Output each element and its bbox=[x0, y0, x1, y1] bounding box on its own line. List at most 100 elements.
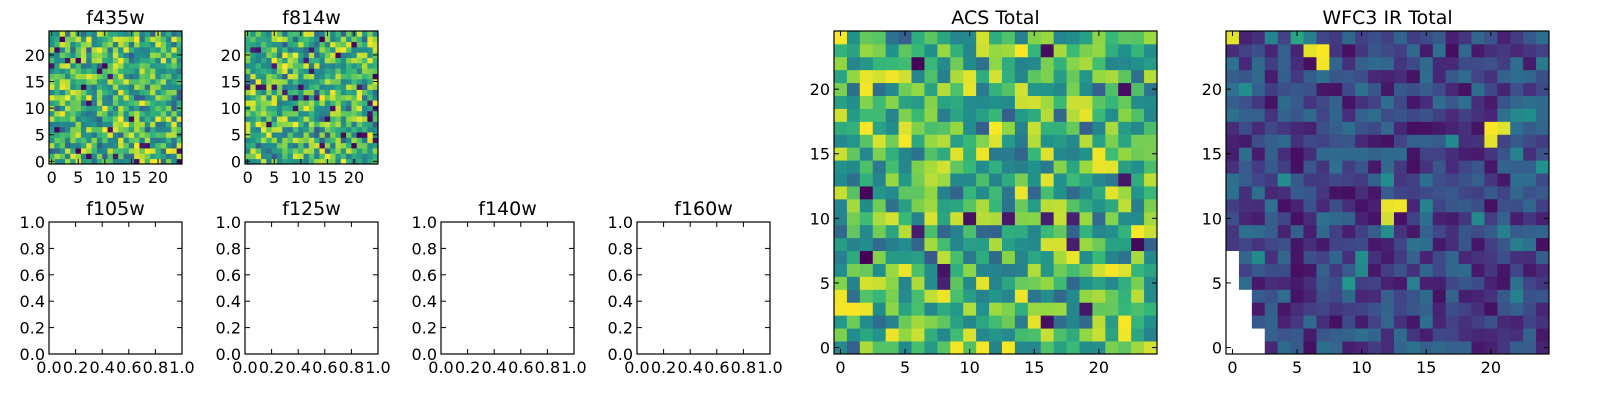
heatmap-cell bbox=[924, 173, 938, 187]
heatmap-cell bbox=[271, 41, 278, 48]
heatmap-cell bbox=[1368, 186, 1382, 200]
heatmap-cell bbox=[1368, 250, 1382, 264]
heatmap-cell bbox=[134, 31, 140, 37]
heatmap-cell bbox=[1014, 302, 1029, 316]
heatmap-cell bbox=[1510, 160, 1524, 174]
heatmap-cell bbox=[139, 36, 146, 43]
heatmap-cell bbox=[1381, 237, 1395, 252]
heatmap-cell bbox=[276, 89, 283, 96]
heatmap-cell bbox=[123, 121, 130, 128]
heatmap-cell bbox=[54, 110, 61, 117]
heatmap-cell bbox=[86, 62, 92, 69]
heatmap-cell bbox=[1393, 43, 1408, 58]
heatmap-cell bbox=[1406, 147, 1421, 161]
heatmap-cell bbox=[989, 315, 1003, 329]
heatmap-cell bbox=[1368, 43, 1382, 58]
heatmap-cell bbox=[91, 52, 98, 58]
heatmap-cell bbox=[1484, 289, 1498, 303]
heatmap-cell bbox=[308, 62, 315, 69]
heatmap-cell bbox=[1342, 341, 1356, 355]
heatmap-cell bbox=[1419, 82, 1434, 96]
heatmap-cell bbox=[144, 105, 151, 112]
heatmap-cell bbox=[1040, 95, 1055, 109]
heatmap-cell bbox=[298, 68, 304, 74]
heatmap-cell bbox=[1536, 341, 1550, 355]
heatmap-cell bbox=[1290, 56, 1304, 71]
heatmap-cell bbox=[1536, 211, 1550, 226]
heatmap-cell bbox=[308, 46, 315, 53]
heatmap-cell bbox=[834, 173, 848, 187]
heatmap-cell bbox=[1040, 186, 1055, 200]
heatmap-cell bbox=[155, 78, 162, 85]
heatmap-cell bbox=[298, 73, 304, 80]
heatmap-cell bbox=[260, 84, 267, 90]
heatmap-cell bbox=[107, 57, 114, 64]
heatmap-cell bbox=[1226, 69, 1240, 84]
heatmap-cell bbox=[1484, 315, 1498, 329]
heatmap-cell bbox=[989, 186, 1003, 200]
heatmap-cell bbox=[1368, 276, 1382, 290]
heatmap-cell bbox=[282, 142, 288, 149]
y-tick-label: 0.4 bbox=[216, 292, 241, 311]
heatmap-cell bbox=[1264, 302, 1279, 316]
heatmap-cell bbox=[271, 105, 278, 112]
heatmap-cell bbox=[1105, 108, 1119, 122]
heatmap-cell bbox=[859, 147, 874, 161]
heatmap-cell bbox=[1368, 315, 1382, 329]
heatmap-cell bbox=[1014, 147, 1029, 161]
heatmap-cell bbox=[282, 100, 288, 106]
heatmap-cell bbox=[107, 94, 114, 101]
heatmap-cell bbox=[324, 100, 331, 106]
heatmap-cell bbox=[1105, 276, 1119, 290]
heatmap-cell bbox=[1393, 147, 1408, 161]
heatmap-cell bbox=[1445, 160, 1459, 174]
heatmap-cell bbox=[319, 153, 326, 160]
heatmap-cell bbox=[1419, 276, 1434, 290]
heatmap-cell bbox=[1079, 31, 1093, 45]
heatmap-cell bbox=[950, 108, 964, 122]
heatmap-cell bbox=[1445, 121, 1459, 135]
heatmap-cell bbox=[64, 153, 71, 160]
heatmap-cell bbox=[75, 100, 82, 106]
heatmap-cell bbox=[1536, 43, 1550, 58]
heatmap-cell bbox=[1092, 289, 1106, 303]
heatmap-cell bbox=[1393, 95, 1408, 109]
heatmap-cell bbox=[1432, 43, 1447, 58]
heatmap-cell bbox=[298, 62, 304, 69]
heatmap-cell bbox=[1144, 43, 1158, 58]
heatmap-cell bbox=[266, 94, 272, 101]
heatmap-cell bbox=[166, 52, 172, 58]
heatmap-cell bbox=[1316, 173, 1330, 187]
heatmap-cell bbox=[1471, 315, 1485, 329]
heatmap-cell bbox=[70, 52, 76, 58]
heatmap-cell bbox=[1238, 108, 1253, 122]
heatmap-cell bbox=[989, 237, 1003, 252]
heatmap-cell bbox=[859, 237, 874, 252]
heatmap-cell bbox=[1510, 315, 1524, 329]
heatmap-cell bbox=[91, 132, 98, 138]
heatmap-cell bbox=[166, 41, 172, 48]
heatmap-cell bbox=[1510, 95, 1524, 109]
heatmap-cell bbox=[1523, 211, 1537, 226]
heatmap-cell bbox=[1226, 43, 1240, 58]
heatmap-cell bbox=[1536, 224, 1550, 239]
heatmap-cell bbox=[330, 94, 336, 101]
heatmap-cell bbox=[1329, 341, 1343, 355]
heatmap-cell bbox=[963, 224, 977, 239]
heatmap-cell bbox=[1226, 82, 1240, 96]
heatmap-cell bbox=[335, 57, 342, 64]
heatmap-cell bbox=[54, 31, 61, 37]
heatmap-cell bbox=[1118, 43, 1132, 58]
heatmap-cell bbox=[1432, 198, 1447, 213]
heatmap-cell bbox=[1303, 160, 1317, 174]
heatmap-cell bbox=[1432, 69, 1447, 84]
heatmap-cell bbox=[319, 126, 326, 133]
heatmap-cell bbox=[54, 52, 61, 58]
heatmap-cell bbox=[846, 43, 861, 58]
heatmap-cell bbox=[872, 263, 887, 277]
heatmap-cell bbox=[1510, 108, 1524, 122]
heatmap-cell bbox=[75, 78, 82, 85]
heatmap-cell bbox=[123, 36, 130, 43]
heatmap-cell bbox=[123, 78, 130, 85]
